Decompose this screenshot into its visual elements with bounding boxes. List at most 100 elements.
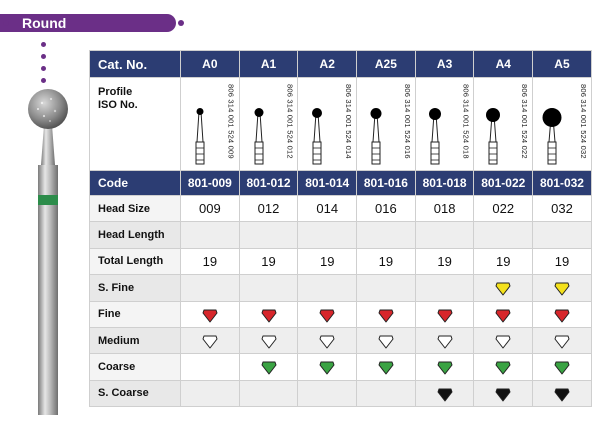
grit-cell [238, 274, 299, 302]
value-cell [297, 221, 358, 249]
row-label: Head Length [89, 221, 181, 249]
grit-cell [238, 326, 299, 355]
profile-label: Profile [98, 86, 133, 98]
scoarse-grit-gem-icon [554, 388, 570, 402]
total-length-row: Total Length 19 19 19 19 19 19 19 [89, 247, 592, 276]
iso-number: 806 314 001 524 032 [578, 84, 588, 159]
code-row: Code 801-009 801-012 801-014 801-016 801… [89, 170, 592, 196]
value-cell [356, 221, 416, 249]
value-cell [532, 221, 592, 249]
row-label: Medium [89, 326, 181, 355]
code-cell: 801-014 [297, 170, 358, 196]
row-label: Fine [89, 300, 181, 328]
pill-dot [178, 20, 184, 26]
fine-grit-gem-icon [378, 309, 394, 323]
value-cell: 19 [238, 247, 299, 276]
value-cell [180, 221, 240, 249]
header-row: Cat. No. A0 A1 A2 A25 A3 A4 A5 [89, 50, 592, 78]
coarse-grit-gem-icon [319, 361, 335, 375]
profile-cell: 806 314 001 524 032 [532, 77, 592, 171]
profile-cell: 806 314 001 524 022 [473, 77, 534, 171]
value-cell [414, 221, 475, 249]
grit-cell [532, 379, 592, 408]
value-cell: 032 [532, 194, 592, 223]
bur-profile-icon [428, 108, 441, 165]
coarse-grit-gem-icon [554, 361, 570, 375]
iso-number: 806 314 001 524 014 [344, 84, 354, 159]
iso-number: 806 314 001 524 009 [226, 84, 236, 159]
grit-cell [297, 379, 358, 408]
fine-grit-gem-icon [437, 309, 453, 323]
code-cell: 801-022 [473, 170, 534, 196]
column-header: A5 [532, 50, 592, 78]
profile-cell: 806 314 001 524 014 [297, 77, 358, 171]
row-label: Total Length [89, 247, 181, 276]
grit-cell [180, 353, 240, 381]
grit-cell [414, 274, 475, 302]
bur-profile-icon [195, 108, 205, 165]
bur-profile-icon [542, 108, 562, 165]
grit-cell [180, 274, 240, 302]
grit-cell [473, 274, 534, 302]
grit-row-medium: Medium [89, 326, 592, 355]
grit-cell [414, 300, 475, 328]
grit-row-fine: Fine [89, 300, 592, 328]
scoarse-grit-gem-icon [495, 388, 511, 402]
column-header: A25 [356, 50, 416, 78]
grit-cell [238, 353, 299, 381]
row-label: Coarse [89, 353, 181, 381]
iso-number: 806 314 001 524 016 [402, 84, 412, 159]
value-cell: 19 [180, 247, 240, 276]
row-label: Head Size [89, 194, 181, 223]
grit-cell [532, 274, 592, 302]
grit-cell [180, 326, 240, 355]
grit-cell [180, 300, 240, 328]
connector-dot [41, 66, 46, 71]
grit-cell [414, 353, 475, 381]
value-cell: 009 [180, 194, 240, 223]
code-cell: 801-032 [532, 170, 592, 196]
medium-grit-gem-icon [319, 335, 335, 349]
code-label: Code [89, 170, 181, 196]
bur-profile-icon [486, 108, 501, 165]
value-cell: 018 [414, 194, 475, 223]
medium-grit-gem-icon [202, 335, 218, 349]
grit-cell [532, 353, 592, 381]
value-cell: 19 [532, 247, 592, 276]
medium-grit-gem-icon [378, 335, 394, 349]
profile-cell: 806 314 001 524 018 [414, 77, 475, 171]
grit-cell [356, 300, 416, 328]
iso-number: 806 314 001 524 022 [520, 84, 530, 159]
profile-label-cell: Profile ISO No. [89, 77, 181, 171]
bur-profile-icon [312, 108, 323, 165]
medium-grit-gem-icon [437, 335, 453, 349]
head-size-row: Head Size 009 012 014 016 018 022 032 [89, 194, 592, 223]
grit-cell [414, 326, 475, 355]
column-header: A2 [297, 50, 358, 78]
grit-row-coarse: Coarse [89, 353, 592, 381]
grit-cell [473, 379, 534, 408]
grit-cell [532, 300, 592, 328]
sfine-grit-gem-icon [495, 282, 511, 296]
value-cell [238, 221, 299, 249]
column-header: A1 [238, 50, 299, 78]
grit-cell [473, 353, 534, 381]
column-header: A4 [473, 50, 534, 78]
profile-row: Profile ISO No. 806 314 001 524 009 806 3… [89, 77, 592, 171]
fine-grit-gem-icon [202, 309, 218, 323]
bur-profile-icon [370, 108, 382, 165]
connector-dot [41, 54, 46, 59]
value-cell: 19 [473, 247, 534, 276]
profile-cell: 806 314 001 524 016 [356, 77, 416, 171]
section-title-bar: Round [0, 14, 184, 32]
round-bur-illustration [28, 89, 68, 415]
medium-grit-gem-icon [261, 335, 277, 349]
grit-cell [297, 274, 358, 302]
code-cell: 801-018 [414, 170, 475, 196]
bur-profile-icon [254, 108, 264, 165]
fine-grit-gem-icon [261, 309, 277, 323]
fine-grit-gem-icon [554, 309, 570, 323]
column-header: A0 [180, 50, 240, 78]
fine-grit-gem-icon [319, 309, 335, 323]
value-cell: 012 [238, 194, 299, 223]
